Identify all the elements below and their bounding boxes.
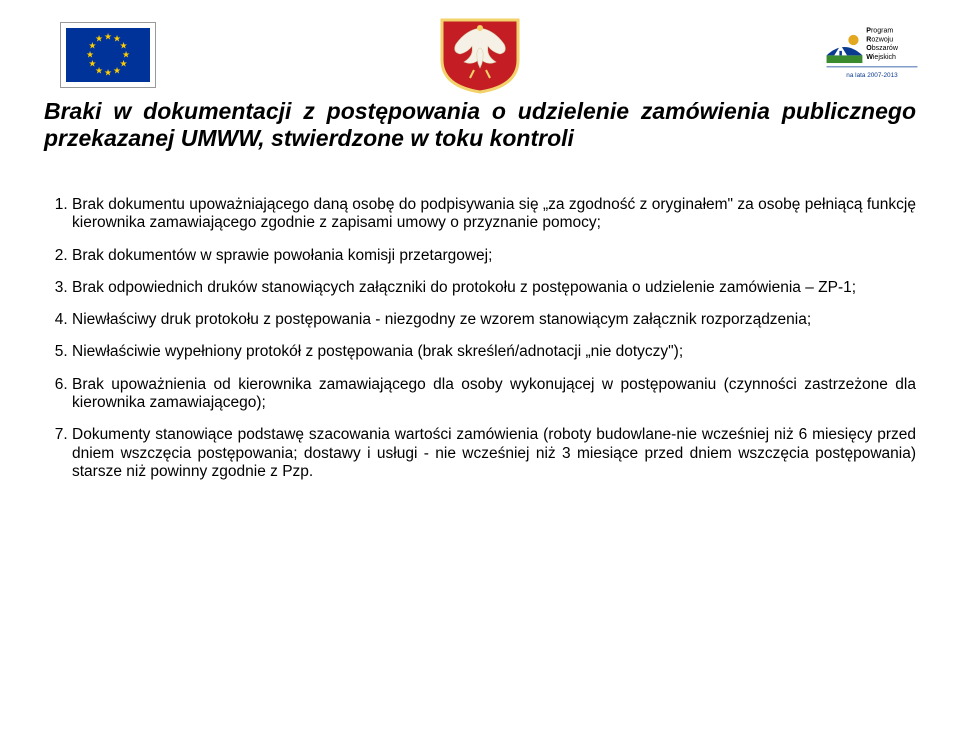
findings-list-item: Niewłaściwie wypełniony protokół z postę… <box>72 343 916 361</box>
findings-list-item: Brak dokumentu upoważniającego daną osob… <box>72 196 916 233</box>
findings-list-item: Brak dokumentów w sprawie powołania komi… <box>72 247 916 265</box>
prow-line-3-rest: iejskich <box>873 54 896 61</box>
prow-line-0-rest: rogram <box>871 27 893 34</box>
eu-flag-frame: ★★★★★★★★★★★★ <box>60 22 156 88</box>
eu-flag: ★★★★★★★★★★★★ <box>66 28 150 82</box>
findings-list-item: Brak upoważnienia od kierownika zamawiaj… <box>72 376 916 413</box>
prow-line-1-rest: ozwoju <box>871 36 893 43</box>
prow-logo: Program Rozwoju Obszarów Wiejskich na la… <box>824 20 920 92</box>
findings-list-item: Niewłaściwy druk protokołu z postępowani… <box>72 311 916 329</box>
page-title: Braki w dokumentacji z postępowania o ud… <box>44 98 916 152</box>
header-logos: ★★★★★★★★★★★★ <box>0 12 960 90</box>
title-block: Braki w dokumentacji z postępowania o ud… <box>44 98 916 152</box>
eu-star-icon: ★ <box>95 34 103 45</box>
svg-text:Wiejskich: Wiejskich <box>866 54 896 61</box>
prow-line-2-rest: bszarów <box>872 45 899 52</box>
findings-list-item: Dokumenty stanowiące podstawę szacowania… <box>72 426 916 481</box>
eu-star-icon: ★ <box>104 32 112 43</box>
slide-root: ★★★★★★★★★★★★ <box>0 0 960 736</box>
findings-list: Brak dokumentu upoważniającego daną osob… <box>44 196 916 481</box>
prow-years: na lata 2007-2013 <box>846 72 898 79</box>
regional-crest <box>434 16 526 94</box>
prow-icon <box>827 35 863 63</box>
eu-star-icon: ★ <box>113 65 121 76</box>
eu-star-icon: ★ <box>104 68 112 79</box>
svg-text:Rozwoju: Rozwoju <box>866 36 893 43</box>
svg-text:Program: Program <box>866 27 893 34</box>
findings-list-item: Brak odpowiednich druków stanowiących za… <box>72 279 916 297</box>
svg-text:Obszarów: Obszarów <box>866 45 899 52</box>
prow-text: Program Rozwoju Obszarów Wiejskich <box>866 27 899 61</box>
findings-list-container: Brak dokumentu upoważniającego daną osob… <box>44 196 916 495</box>
